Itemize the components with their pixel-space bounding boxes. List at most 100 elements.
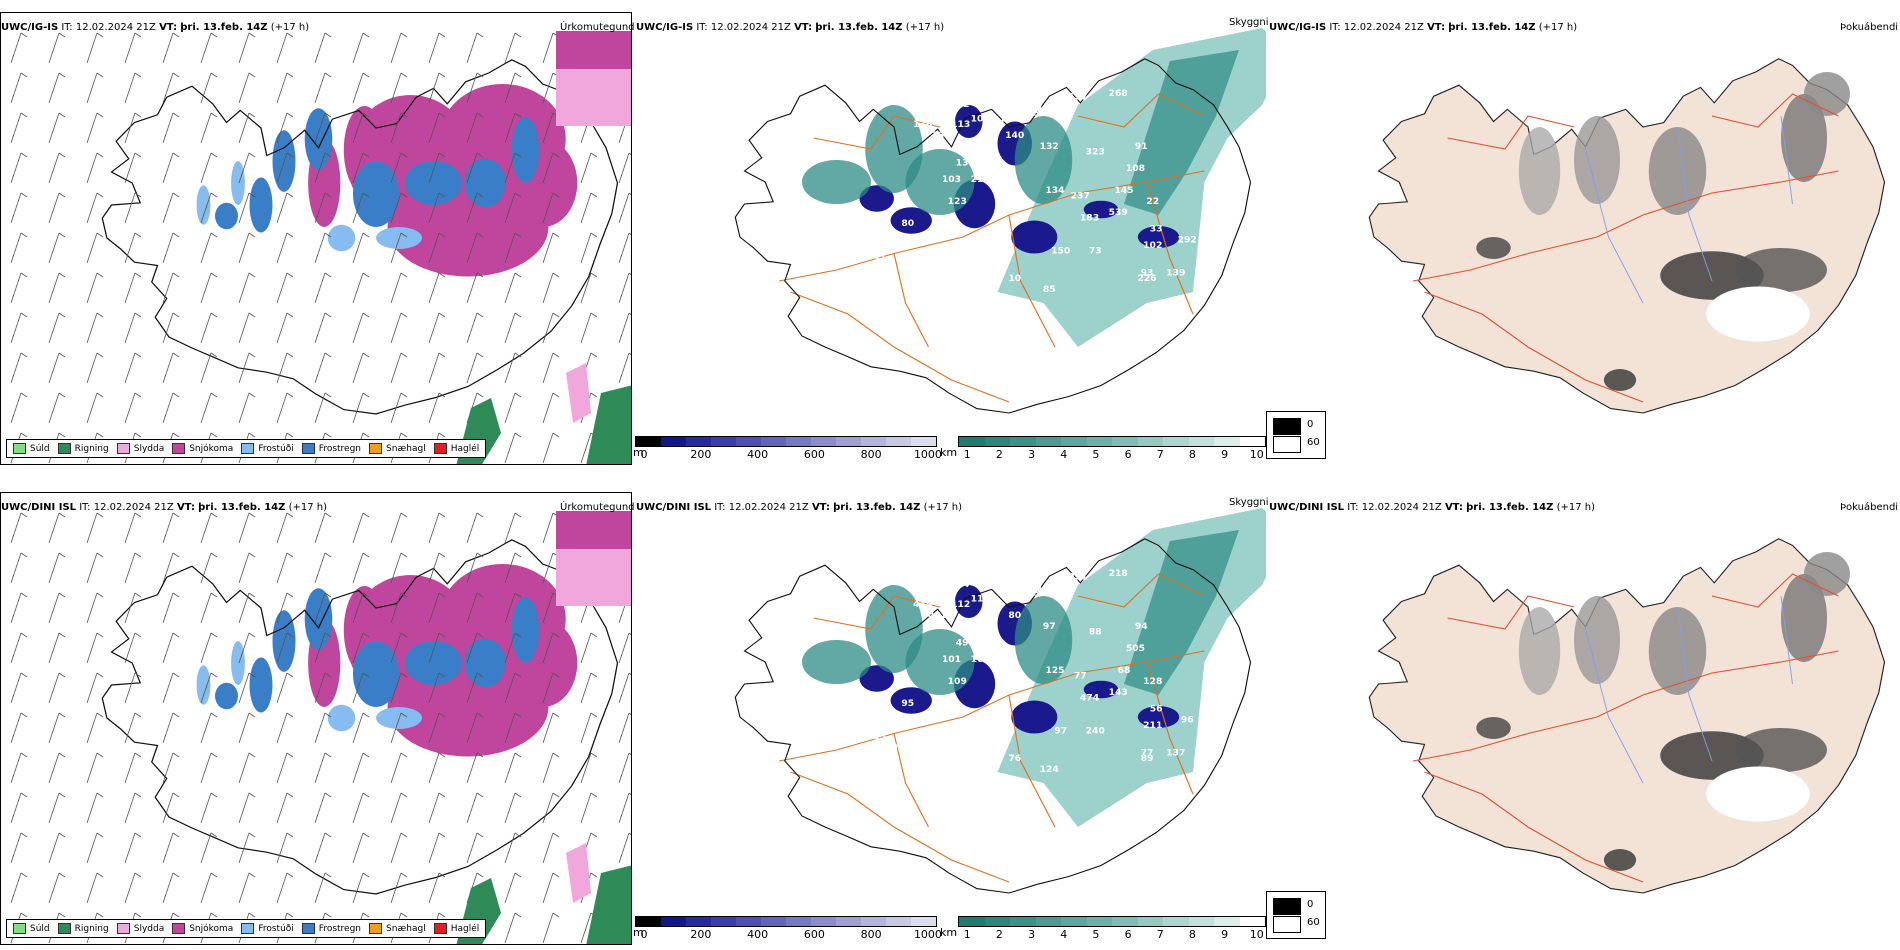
cloud-base-colorbar: 0 200 400 600 800 1000 m [633,436,942,461]
coastline [734,58,1252,414]
ptype-map [1,493,631,944]
wind-barb-flag [286,832,294,838]
fog-label: 60 [1307,917,1320,928]
wind-barb-flag [172,152,180,158]
wind-barb-flag [210,912,218,918]
wind-barb-flag [514,592,522,598]
wind-barb [352,792,364,824]
wind-barb-flag [362,432,370,438]
wind-barb-flag [248,872,256,878]
value-label: 237 [1071,192,1090,202]
wind-barb [86,672,98,704]
wind-barb-flag [20,72,28,78]
wind-barb-flag [210,272,218,278]
wind-barb [48,192,60,224]
wind-barb [124,72,136,104]
wind-barb [428,712,440,744]
road [813,595,941,630]
wind-barb [542,32,554,64]
value-label: 150 [1051,247,1070,257]
wind-barb-flag [476,272,484,278]
colorbar-tick: 400 [747,448,769,461]
colorbar-segment [786,437,811,446]
wind-barb [580,752,592,784]
wind-barb [238,192,250,224]
colorbar-segment [1239,917,1265,926]
wind-barb [10,672,22,704]
wind-barb-flag [362,752,370,758]
wind-barb [466,512,478,544]
value-label: 92 [853,274,866,284]
rain-area [586,865,631,944]
legend-item: Rigning [57,443,109,454]
wind-barb [162,552,174,584]
wind-barb-flag [172,352,180,358]
wind-barb [162,112,174,144]
field-blob [1011,700,1058,734]
field-blob [905,629,975,695]
wind-barb [428,872,440,904]
value-label: 79 [991,87,1004,97]
field-blob [1648,127,1707,215]
value-label: 109 [948,677,967,687]
wind-barb [124,152,136,184]
wind-barb-flag [514,672,522,678]
wind-barb-flag [58,712,66,718]
wind-barb-flag [58,832,66,838]
field-blob [1518,607,1561,695]
wind-barb [162,752,174,784]
wind-barb [466,72,478,104]
visibility-field-dense [1124,530,1239,695]
value-label: 76 [1008,754,1021,764]
wind-barb [352,312,364,344]
wind-barb [124,792,136,824]
wind-barb [542,72,554,104]
value-label: 323 [1086,148,1105,158]
wind-barb-flag [324,512,332,518]
wind-barb-flag [590,152,598,158]
wind-barb [428,392,440,424]
wind-barb-flag [248,432,256,438]
wind-barb-flag [172,392,180,398]
wind-barb-flag [438,632,446,638]
colorbar-segment [1214,917,1240,926]
wind-barb [48,592,60,624]
wind-barb-flag [134,32,142,38]
wind-barb-flag [210,72,218,78]
wind-barb-flag [58,392,66,398]
wind-barb [466,672,478,704]
wind-barb [200,872,212,904]
wind-barb-flag [58,232,66,238]
wind-barb [276,632,288,664]
wind-barb [390,832,402,864]
colorbar-tick: 800 [860,448,882,461]
wind-barb-flag [58,632,66,638]
wind-barb [86,32,98,64]
wind-barb [10,72,22,104]
colorbar-segment [1061,437,1087,446]
wind-barb-flag [476,752,484,758]
wind-barb [352,872,364,904]
value-label: 143 [1109,688,1128,698]
wind-barb [542,672,554,704]
colorbar-tick: 9 [1221,928,1229,941]
wind-barb-flag [248,192,256,198]
wind-barb [48,672,60,704]
wind-barb-flag [134,112,142,118]
wind-barb [276,232,288,264]
legend-swatch [433,443,447,454]
wind-barb-flag [514,352,522,358]
road [1424,771,1644,883]
wind-barb [580,312,592,344]
ptype-panel-row2: Súld Rigning Slydda Snjókoma Frostúði Frostre… [0,492,632,945]
wind-barb-flag [590,672,598,678]
legend-swatch [241,443,255,454]
header-row1-fog: UWC/IG-IS IT: 12.02.2024 21Z VT: þri. 13… [1269,22,1578,33]
wind-barb [352,192,364,224]
wind-barb-flag [172,32,180,38]
colorbar-segment [1188,437,1214,446]
wind-barb [504,352,516,384]
wind-barb-flag [514,112,522,118]
